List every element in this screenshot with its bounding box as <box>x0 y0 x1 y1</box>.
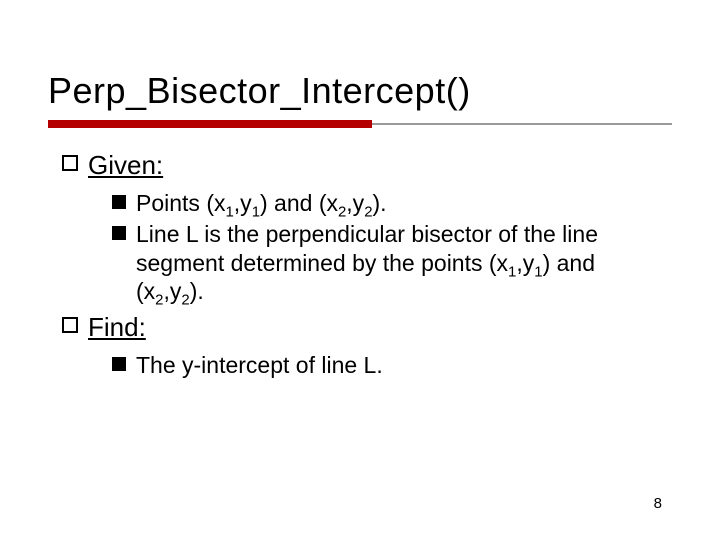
title-underline <box>48 120 672 128</box>
title-underline-gray <box>372 123 672 125</box>
list-item: Points (x1,y1) and (x2,y2). <box>112 189 642 218</box>
filled-square-bullet-icon <box>112 226 126 240</box>
list-item: Line L is the perpendicular bisector of … <box>112 220 642 306</box>
content-area: Given: Points (x1,y1) and (x2,y2).Line L … <box>48 150 672 386</box>
hollow-square-bullet-icon <box>62 317 78 333</box>
section-heading: Given: <box>62 150 672 181</box>
page-number: 8 <box>654 495 662 512</box>
list-item-text: Line L is the perpendicular bisector of … <box>136 220 642 306</box>
list-item-text: The y-intercept of line L. <box>136 351 383 380</box>
list-item: The y-intercept of line L. <box>112 351 642 380</box>
filled-square-bullet-icon <box>112 195 126 209</box>
section-heading: Find: <box>62 312 672 343</box>
slide-title: Perp_Bisector_Intercept() <box>48 70 672 112</box>
title-underline-red <box>48 120 372 128</box>
section-label: Given: <box>88 150 163 181</box>
list-item-text: Points (x1,y1) and (x2,y2). <box>136 189 387 218</box>
filled-square-bullet-icon <box>112 357 126 371</box>
hollow-square-bullet-icon <box>62 155 78 171</box>
section-label: Find: <box>88 312 146 343</box>
